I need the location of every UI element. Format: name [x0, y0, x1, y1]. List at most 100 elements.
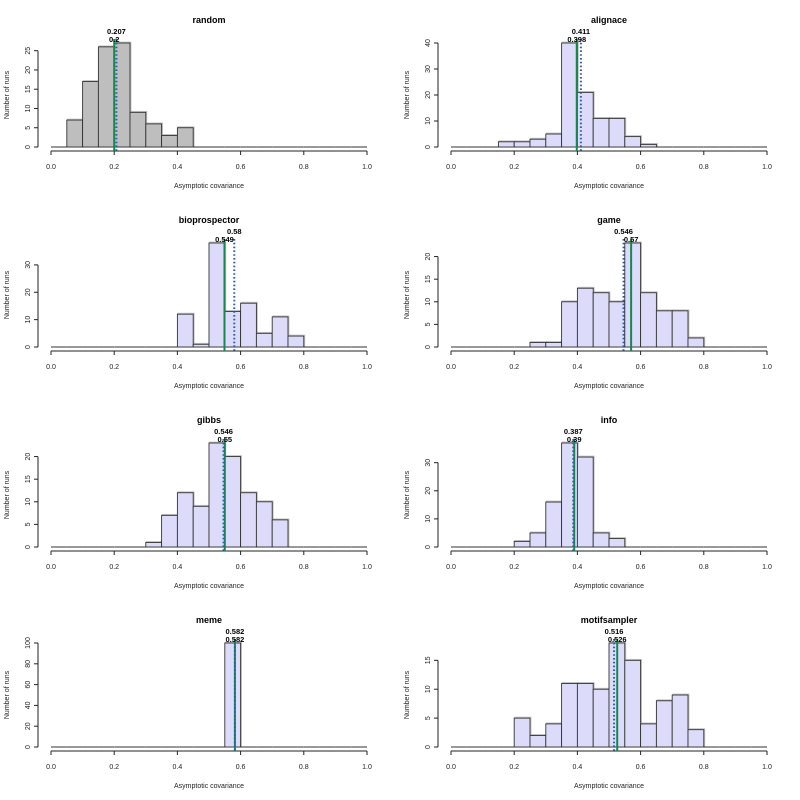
x-axis-label: Asymptotic covariance — [574, 783, 644, 790]
x-axis-label: Asymptotic covariance — [174, 583, 244, 590]
x-tick-label: 0.6 — [236, 564, 246, 571]
histogram-bar — [176, 313, 194, 348]
histogram-bar — [529, 342, 547, 348]
solid-line-value-label: 0.526 — [608, 635, 627, 644]
y-tick-label: 20 — [25, 288, 32, 296]
x-tick-label: 0.8 — [699, 164, 709, 171]
y-tick-label: 20 — [25, 453, 32, 461]
histogram-bar — [576, 456, 594, 548]
y-tick-label: 10 — [25, 316, 32, 324]
x-tick-label: 0.0 — [46, 364, 56, 371]
panel-title: random — [192, 15, 225, 25]
y-tick-label: 20 — [425, 487, 432, 495]
y-tick-label: 10 — [425, 117, 432, 125]
histogram-bar — [592, 117, 610, 148]
x-tick-label: 0.0 — [46, 164, 56, 171]
x-axis-label: Asymptotic covariance — [174, 383, 244, 390]
x-tick-label: 0.2 — [109, 564, 119, 571]
panel-title: alignace — [591, 15, 627, 25]
y-tick-label: 0 — [25, 545, 32, 549]
histogram-bar — [576, 287, 594, 348]
histogram-bar — [640, 143, 657, 148]
panel-title: bioprospector — [179, 215, 240, 225]
histogram-bar — [192, 343, 210, 348]
histogram-bar — [224, 642, 242, 748]
histogram-panel-motifsampler: motifsampler 0 5 10 15 Number of runs 0.0 0.2 0.… — [404, 615, 772, 790]
x-tick-label: 0.8 — [699, 564, 709, 571]
y-tick-label: 15 — [425, 275, 432, 283]
histogram-bar — [561, 42, 578, 148]
histogram-bar — [608, 301, 626, 348]
x-tick-label: 0.2 — [509, 564, 519, 571]
histogram-bar — [561, 301, 578, 348]
histogram-bar — [97, 46, 115, 148]
y-tick-label: 40 — [425, 39, 432, 47]
y-tick-label: 30 — [25, 261, 32, 269]
y-tick-label: 20 — [425, 253, 432, 261]
dotted-line-value-label: 0.516 — [605, 627, 624, 636]
x-tick-label: 0.0 — [446, 564, 456, 571]
solid-line-value-label: 0.582 — [226, 635, 245, 644]
x-tick-label: 0.2 — [109, 364, 119, 371]
y-tick-label: 0 — [25, 145, 32, 149]
x-tick-label: 0.8 — [299, 164, 309, 171]
y-tick-label: 15 — [425, 656, 432, 664]
y-tick-label: 5 — [25, 522, 32, 526]
histogram-bar — [513, 717, 531, 748]
histogram-bar — [576, 91, 594, 148]
histogram-bar — [624, 136, 642, 148]
panel-title: motifsampler — [581, 615, 638, 625]
histogram-bar — [592, 688, 610, 748]
histogram-bar — [271, 316, 289, 348]
y-axis-label: Number of runs — [4, 670, 11, 719]
histogram-bar — [176, 127, 194, 148]
solid-line-value-label: 0.57 — [624, 235, 639, 244]
y-tick-label: 5 — [25, 126, 32, 130]
x-tick-label: 0.2 — [109, 764, 119, 771]
x-tick-label: 0.6 — [236, 164, 246, 171]
histogram-bar — [671, 694, 689, 748]
histogram-bar — [161, 134, 178, 148]
x-tick-label: 1.0 — [362, 764, 372, 771]
x-tick-label: 0.8 — [699, 764, 709, 771]
y-tick-label: 0 — [25, 345, 32, 349]
dotted-line-value-label: 0.546 — [214, 427, 233, 436]
x-tick-label: 0.4 — [573, 564, 583, 571]
x-tick-label: 0.0 — [446, 764, 456, 771]
histogram-bar — [608, 117, 626, 148]
x-tick-label: 0.8 — [299, 364, 309, 371]
y-tick-label: 20 — [425, 91, 432, 99]
histogram-panel-alignace: alignace 0 10 20 30 40 Number of runs 0.0 0.2 0.4… — [404, 15, 772, 190]
x-tick-label: 0.4 — [573, 364, 583, 371]
y-tick-label: 0 — [25, 745, 32, 749]
histogram-bar — [224, 456, 242, 548]
x-tick-label: 0.2 — [109, 164, 119, 171]
histogram-bar — [192, 505, 210, 548]
y-axis-label: Number of runs — [4, 470, 11, 519]
y-tick-label: 0 — [425, 345, 432, 349]
histogram-panel-info: info 0 10 20 30 Number of runs 0.0 0.2 0.4 0.6 0.8… — [404, 415, 772, 590]
histogram-bar — [529, 734, 547, 748]
y-tick-label: 30 — [425, 459, 432, 467]
y-tick-label: 40 — [25, 701, 32, 709]
solid-line-value-label: 0.55 — [217, 435, 232, 444]
panel-title: info — [601, 415, 618, 425]
x-tick-label: 0.2 — [509, 364, 519, 371]
x-tick-label: 0.6 — [636, 764, 646, 771]
y-tick-label: 10 — [425, 515, 432, 523]
histogram-panel-meme: meme 0 20 40 60 80 100 Number of runs 0.0 0.2 0.4 0… — [4, 615, 372, 790]
histogram-panel-bioprospector: bioprospector 0 10 20 30 Number of runs 0.0 0.2… — [4, 215, 372, 390]
histogram-bar — [287, 335, 305, 348]
histogram-bar — [82, 81, 99, 148]
x-tick-label: 0.4 — [173, 564, 183, 571]
histogram-bar — [545, 342, 563, 348]
histogram-bar — [655, 310, 673, 348]
x-tick-label: 0.4 — [173, 764, 183, 771]
x-tick-label: 0.2 — [509, 164, 519, 171]
y-tick-label: 5 — [425, 322, 432, 326]
x-tick-label: 0.8 — [699, 364, 709, 371]
dotted-line-value-label: 0.58 — [227, 227, 242, 236]
histogram-bar — [608, 538, 626, 548]
y-axis-label: Number of runs — [404, 270, 411, 319]
histogram-bar — [640, 723, 657, 748]
